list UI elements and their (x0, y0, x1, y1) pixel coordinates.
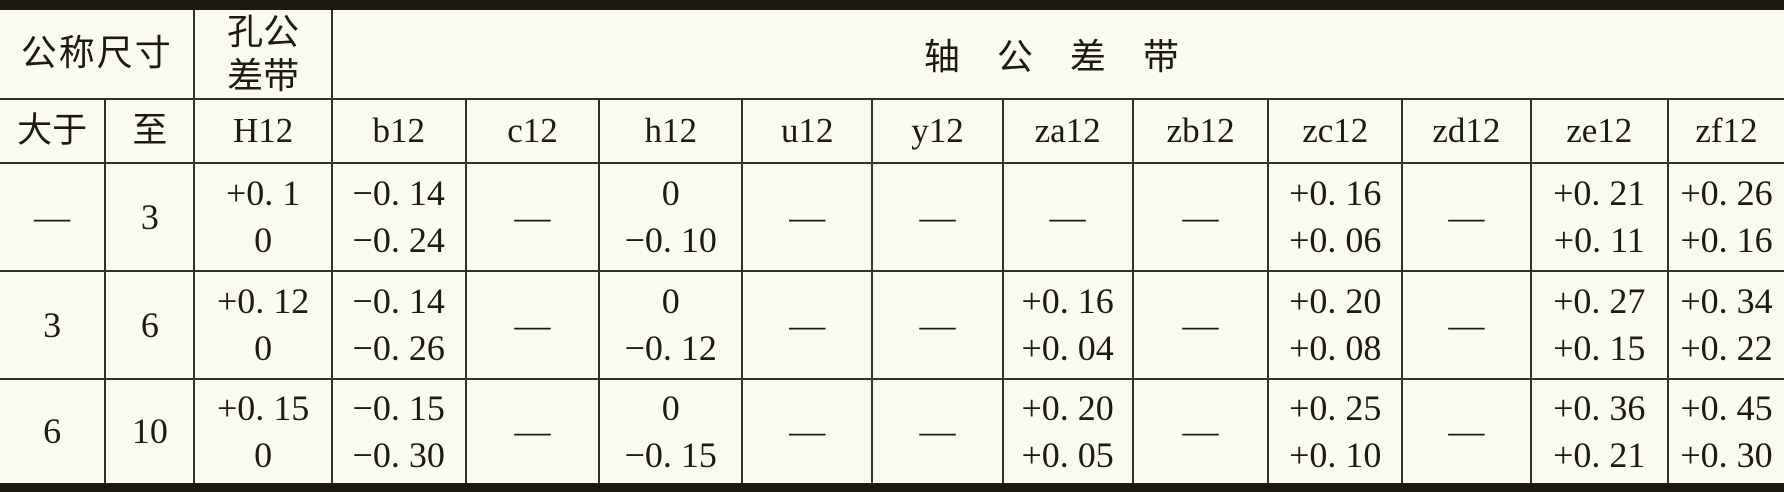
tolerance-cell-c12: — (464, 270, 601, 381)
col-header-H12: H12 (193, 98, 333, 164)
tolerance-cell-h12: 0 −0. 15 (598, 378, 744, 488)
col-header-zc12: zc12 (1267, 98, 1404, 164)
col-header-u12: u12 (741, 98, 874, 164)
tolerance-cell-zd12: — (1401, 270, 1532, 381)
tolerance-cell-zc12: +0. 20 +0. 08 (1267, 270, 1404, 381)
tolerance-cell-za12: +0. 16 +0. 04 (1001, 270, 1134, 381)
col-header-h12: h12 (598, 98, 744, 164)
tolerance-cell-h12: 0 −0. 10 (598, 161, 744, 273)
tolerance-cell-b12: −0. 15 −0. 30 (330, 378, 467, 488)
tolerance-cell-y12: — (871, 378, 1004, 488)
col-header-zf12: zf12 (1666, 98, 1784, 164)
col-header-zb12: zb12 (1131, 98, 1270, 164)
hole-band-header-line2: 差带 (227, 56, 300, 96)
col-header-zd12: zd12 (1401, 98, 1532, 164)
tolerance-cell-u12: — (741, 161, 874, 273)
col-header-b12: b12 (330, 98, 467, 164)
size-to-cell: 3 (104, 161, 196, 273)
tolerance-cell-y12: — (871, 270, 1004, 381)
column-header-row: 大于 至 H12 b12 c12 h12 u12 y12 za12 zb12 z… (0, 98, 1784, 164)
tolerance-cell-zf12: +0. 34 +0. 22 (1666, 270, 1784, 381)
size-to-cell: 10 (104, 378, 196, 488)
tolerance-cell-zb12: — (1131, 161, 1270, 273)
tolerance-cell-za12: — (1001, 161, 1134, 273)
size-over-cell: 6 (0, 378, 107, 488)
hole-band-header: 孔公 差带 (193, 5, 333, 100)
tolerance-cell-zf12: +0. 45 +0. 30 (1666, 378, 1784, 488)
tolerance-cell-za12: +0. 20 +0. 05 (1001, 378, 1134, 488)
col-header-c12: c12 (464, 98, 601, 164)
tolerance-cell-ze12: +0. 21 +0. 11 (1529, 161, 1669, 273)
tolerance-cell-y12: — (871, 161, 1004, 273)
size-over-cell: 3 (0, 270, 107, 381)
tolerance-cell-ze12: +0. 36 +0. 21 (1529, 378, 1669, 488)
hole-band-header-line1: 孔公 (227, 12, 300, 52)
tolerance-cell-zb12: — (1131, 270, 1270, 381)
tolerance-cell-zd12: — (1401, 378, 1532, 488)
tolerance-cell-zb12: — (1131, 378, 1270, 488)
col-header-ze12: ze12 (1529, 98, 1669, 164)
tolerance-cell-c12: — (464, 378, 601, 488)
col-header-to: 至 (104, 98, 196, 164)
tolerance-cell-b12: −0. 14 −0. 24 (330, 161, 467, 273)
tolerance-cell-b12: −0. 14 −0. 26 (330, 270, 467, 381)
tolerance-cell-c12: — (464, 161, 601, 273)
table-row: 6 10 +0. 15 0 −0. 15 −0. 30 — 0 −0. 15 — — … (0, 378, 1784, 488)
size-to-cell: 6 (104, 270, 196, 381)
size-over-cell: — (0, 161, 107, 273)
tolerance-cell-u12: — (741, 378, 874, 488)
tolerance-cell-H12: +0. 12 0 (193, 270, 333, 381)
tolerance-cell-zf12: +0. 26 +0. 16 (1666, 161, 1784, 273)
tolerance-cell-zc12: +0. 25 +0. 10 (1267, 378, 1404, 488)
table-row: 3 6 +0. 12 0 −0. 14 −0. 26 — 0 −0. 12 — — +… (0, 270, 1784, 381)
col-header-y12: y12 (871, 98, 1004, 164)
tolerance-cell-h12: 0 −0. 12 (598, 270, 744, 381)
col-header-over: 大于 (0, 98, 107, 164)
tolerance-cell-zd12: — (1401, 161, 1532, 273)
tolerance-cell-H12: +0. 15 0 (193, 378, 333, 488)
nominal-size-header: 公称尺寸 (0, 5, 196, 100)
tolerance-cell-zc12: +0. 16 +0. 06 (1267, 161, 1404, 273)
tolerance-cell-ze12: +0. 27 +0. 15 (1529, 270, 1669, 381)
col-header-za12: za12 (1001, 98, 1134, 164)
tolerance-cell-u12: — (741, 270, 874, 381)
band-header-row: 公称尺寸 孔公 差带 轴 公 差 带 (0, 5, 1784, 100)
shaft-band-header: 轴 公 差 带 (330, 5, 1784, 100)
